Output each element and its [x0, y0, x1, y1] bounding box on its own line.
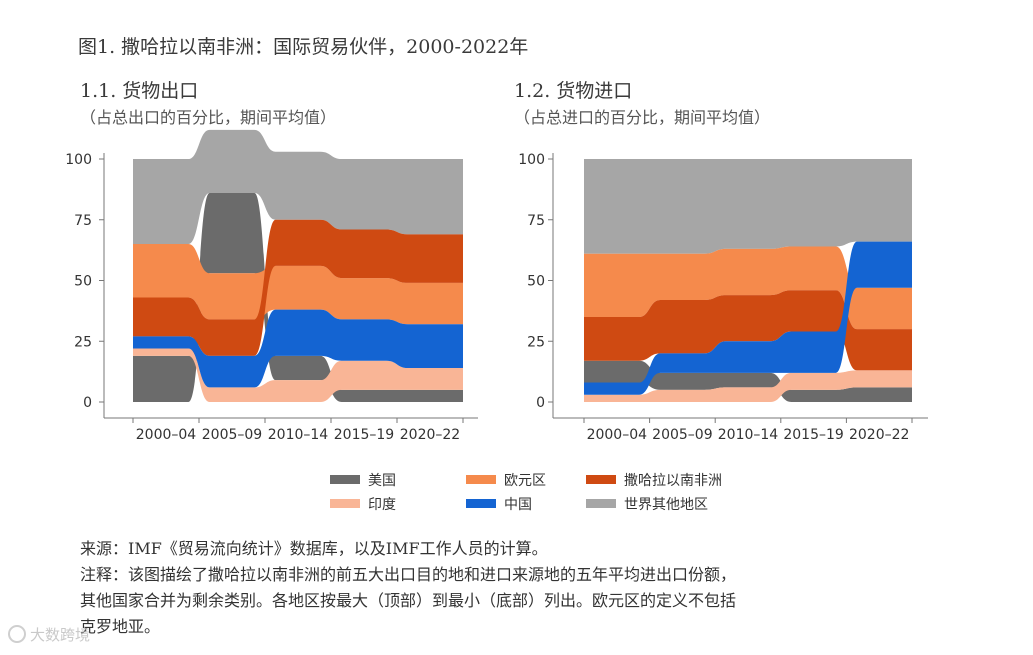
- footnote-line-3: 克罗地亚。: [80, 617, 161, 636]
- y-tick-label: 0: [536, 395, 545, 411]
- legend-swatch-india: [330, 499, 360, 508]
- panel-imports-subtitle: （占总进口的百分比，期间平均值）: [514, 108, 771, 127]
- band-us: [584, 360, 912, 402]
- band-rest: [584, 159, 912, 254]
- x-tick-label: 2020–22: [400, 427, 460, 443]
- chart-panel-exports: 0 25 50 75 100 2000–04 2005–09 2010–14 2015–19 20…: [65, 129, 478, 443]
- y-tick-label: 0: [83, 395, 92, 411]
- band-ssa: [133, 219, 463, 356]
- legend-label-rest: 世界其他地区: [624, 497, 708, 513]
- y-tick-label: 25: [527, 334, 545, 350]
- y-tick-label: 50: [527, 274, 545, 290]
- source-note: 来源：IMF《贸易流向统计》数据库，以及IMF工作人员的计算。: [80, 539, 548, 558]
- y-tick-label: 50: [74, 274, 92, 290]
- legend-swatch-china: [466, 499, 496, 508]
- watermark-logo-icon: [8, 625, 26, 643]
- x-tick-label: 2005–09: [202, 427, 262, 443]
- y-tick-label: 75: [527, 213, 545, 229]
- x-tick-label: 2000–04: [136, 427, 197, 443]
- footnote-line-1: 注释：该图描绘了撒哈拉以南非洲的前五大出口目的地和进口来源地的五年平均进出口份额…: [80, 565, 737, 584]
- x-tick-label: 2015–19: [334, 427, 394, 443]
- y-tick-label: 25: [74, 334, 92, 350]
- legend-label-ssa: 撒哈拉以南非洲: [624, 473, 722, 489]
- panel-exports-subtitle: （占总出口的百分比，期间平均值）: [80, 108, 337, 127]
- band-us: [133, 193, 463, 402]
- legend-swatch-euro: [466, 475, 496, 484]
- panel-exports-title: 1.1. 货物出口: [80, 80, 199, 102]
- band-ssa: [584, 290, 912, 371]
- y-tick-label: 75: [74, 213, 92, 229]
- band-india: [133, 348, 463, 402]
- band-india: [584, 370, 912, 402]
- y-tick-label: 100: [65, 152, 92, 168]
- legend-label-us: 美国: [368, 473, 396, 489]
- x-tick-label: 2005–09: [652, 427, 712, 443]
- legend-label-china: 中国: [504, 497, 532, 513]
- legend-label-euro: 欧元区: [504, 473, 546, 489]
- legend-swatch-us: [330, 475, 360, 484]
- band-china: [133, 309, 463, 388]
- x-tick-label: 2010–14: [268, 427, 329, 443]
- watermark-text: 大数跨境: [30, 626, 91, 644]
- legend-label-india: 印度: [368, 497, 396, 513]
- band-euro: [133, 244, 463, 325]
- band-china: [584, 241, 912, 395]
- watermark: 大数跨境: [8, 624, 90, 645]
- x-tick-label: 2000–04: [587, 427, 648, 443]
- x-tick-label: 2010–14: [718, 427, 779, 443]
- panel-imports-title: 1.2. 货物进口: [514, 80, 633, 102]
- legend-swatch-rest: [586, 499, 616, 508]
- x-tick-label: 2015–19: [783, 427, 843, 443]
- x-tick-label: 2020–22: [849, 427, 909, 443]
- figure-title: 图1. 撒哈拉以南非洲：国际贸易伙伴，2000-2022年: [78, 36, 529, 58]
- band-rest: [133, 129, 463, 245]
- chart-panel-imports: 0 25 50 75 100 2000–04 2005–09 2010–14 2015–19 20…: [518, 152, 928, 443]
- band-euro: [584, 246, 912, 330]
- y-tick-label: 100: [518, 152, 545, 168]
- footnote-line-2: 其他国家合并为剩余类别。各地区按最大（顶部）到最小（底部）列出。欧元区的定义不包…: [80, 591, 737, 610]
- legend-swatch-ssa: [586, 475, 616, 484]
